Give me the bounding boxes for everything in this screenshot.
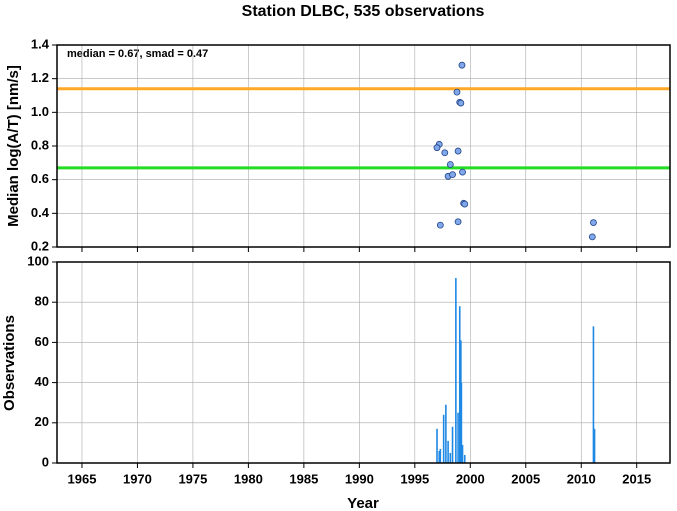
y-tick-label: 20: [35, 414, 49, 429]
bar: [455, 278, 457, 463]
bar: [457, 412, 459, 463]
point: [453, 88, 461, 96]
bar: [461, 444, 464, 463]
bar: [442, 414, 445, 463]
bar: [438, 450, 441, 463]
x-tick-label: 1995: [400, 471, 429, 486]
plot-frame: [56, 261, 671, 464]
point: [461, 200, 469, 208]
point: [436, 221, 444, 229]
point: [454, 147, 462, 155]
y-tick-label: 60: [35, 334, 49, 349]
x-tick-label: 1990: [345, 471, 374, 486]
y-tick-label: 0: [42, 454, 49, 469]
point: [446, 161, 454, 168]
y-tick-label: 1.2: [31, 70, 49, 85]
x-axis-label: Year: [347, 495, 379, 511]
x-tick-label: 1970: [123, 471, 152, 486]
x-tick-label: 2000: [456, 471, 485, 486]
bar: [447, 440, 449, 463]
x-tick-label: 2015: [622, 471, 651, 486]
y-axis-label: Observations: [1, 315, 18, 411]
point: [458, 61, 466, 69]
bar: [463, 454, 466, 463]
bar: [460, 382, 463, 463]
bar: [439, 448, 442, 463]
bar: [449, 452, 452, 463]
y-tick-label: 80: [35, 294, 49, 309]
x-tick-label: 1980: [234, 471, 263, 486]
y-tick-label: 0.6: [31, 171, 49, 186]
point: [441, 149, 449, 157]
point: [590, 219, 597, 226]
point: [457, 99, 465, 107]
y-tick-label: 0.4: [31, 205, 50, 220]
x-tick-label: 2010: [567, 471, 596, 486]
y-tick-label: 1.4: [31, 36, 50, 51]
plot-frame: [56, 44, 671, 248]
point: [449, 171, 456, 179]
point: [459, 168, 466, 176]
y-tick-label: 40: [35, 374, 49, 389]
y-tick-label: 0.8: [31, 137, 49, 152]
y-axis-label: Median log(A/T) [nm/s]: [5, 65, 22, 227]
point: [433, 144, 441, 152]
bar: [451, 426, 454, 463]
point: [588, 233, 596, 241]
x-tick-label: 1965: [68, 471, 97, 486]
x-tick-label: 1975: [178, 471, 207, 486]
x-tick-label: 1985: [289, 471, 318, 486]
y-tick-label: 1.0: [31, 104, 49, 119]
bar: [445, 404, 447, 463]
bar: [592, 326, 595, 463]
chart-title: Station DLBC, 535 observations: [242, 3, 485, 20]
bar: [593, 428, 596, 463]
bar: [458, 306, 461, 463]
bar: [436, 428, 438, 463]
point: [454, 218, 462, 226]
y-tick-label: 100: [27, 253, 49, 268]
y-tick-label: 0.2: [31, 238, 49, 253]
x-tick-label: 2005: [511, 471, 540, 486]
